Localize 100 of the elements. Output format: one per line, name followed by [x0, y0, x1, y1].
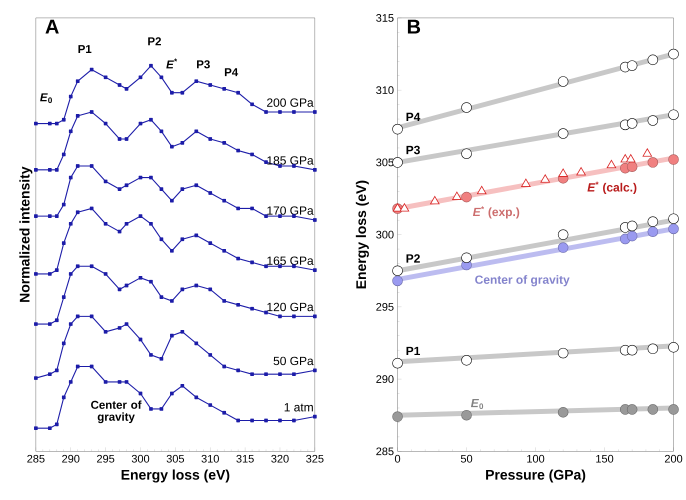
- x-tick-label: 290: [62, 454, 80, 463]
- point: [313, 268, 317, 272]
- point: [118, 230, 122, 234]
- point: [392, 276, 403, 286]
- point: [250, 418, 254, 422]
- point: [236, 256, 240, 260]
- point: [104, 222, 108, 226]
- point: [124, 380, 128, 384]
- point: [62, 395, 66, 400]
- point: [180, 140, 184, 145]
- x-tick-label: 200: [664, 454, 682, 463]
- point: [250, 206, 254, 210]
- point: [48, 122, 52, 126]
- point: [180, 330, 184, 334]
- y-tick-label: 295: [376, 302, 394, 311]
- point: [208, 353, 212, 357]
- point: [138, 276, 142, 280]
- point: [626, 344, 638, 356]
- point: [222, 248, 226, 253]
- point: [558, 406, 568, 418]
- point: [642, 148, 652, 157]
- annotation: P3: [197, 60, 210, 68]
- point: [170, 299, 174, 303]
- point: [250, 152, 254, 156]
- point: [170, 90, 174, 94]
- point: [170, 144, 174, 148]
- point: [452, 192, 462, 200]
- x-tick-label: 50: [460, 454, 472, 463]
- x-axis-title: Pressure (GPa): [486, 469, 586, 482]
- series-label: 170 GPa: [267, 206, 314, 215]
- x-tick-label: 300: [132, 454, 150, 463]
- point: [540, 174, 550, 183]
- point: [576, 167, 586, 176]
- point: [138, 392, 142, 396]
- series-label: 185 GPa: [267, 156, 314, 165]
- point: [118, 187, 122, 191]
- point: [558, 168, 568, 177]
- point: [170, 248, 174, 253]
- point: [68, 222, 73, 226]
- point: [558, 348, 568, 358]
- series-label: 1 atm: [284, 403, 313, 412]
- point: [461, 192, 472, 202]
- point: [170, 198, 174, 202]
- series-label: 120 GPa: [267, 302, 314, 312]
- point: [222, 86, 226, 91]
- point: [313, 368, 317, 372]
- point: [104, 122, 108, 126]
- point: [222, 364, 226, 368]
- point: [194, 284, 198, 288]
- series-label: 165 GPa: [267, 256, 314, 265]
- point: [208, 137, 212, 141]
- point: [648, 226, 658, 237]
- chart-title: A: [45, 20, 59, 34]
- point: [194, 395, 198, 400]
- point: [461, 410, 472, 420]
- point: [292, 372, 296, 376]
- point: [118, 83, 122, 87]
- series-label: Center of gravity: [475, 275, 570, 286]
- point: [194, 79, 198, 83]
- series-label: 200 GPa: [267, 98, 314, 107]
- point: [278, 372, 282, 376]
- point: [160, 129, 164, 134]
- point: [48, 372, 52, 376]
- x-tick-label: 310: [202, 454, 219, 463]
- point: [264, 310, 268, 314]
- point: [160, 75, 164, 80]
- point: [138, 122, 142, 126]
- point: [160, 406, 164, 411]
- point: [124, 284, 128, 288]
- series-label: 50 GPa: [274, 356, 314, 366]
- point: [626, 60, 638, 71]
- point: [160, 295, 164, 299]
- point: [68, 272, 73, 276]
- point: [90, 68, 94, 72]
- point: [124, 222, 128, 226]
- point: [194, 233, 198, 238]
- point: [149, 353, 153, 357]
- point: [222, 140, 226, 145]
- point: [160, 237, 164, 242]
- point: [626, 230, 638, 242]
- series-label: P3: [406, 146, 420, 154]
- point: [236, 418, 240, 422]
- point: [313, 110, 317, 114]
- point: [264, 214, 268, 218]
- point: [124, 183, 128, 188]
- x-tick-label: 315: [236, 454, 254, 463]
- point: [626, 161, 638, 172]
- point: [264, 372, 268, 376]
- x-tick-label: 285: [27, 454, 45, 463]
- series-label: P4: [406, 112, 420, 121]
- point: [236, 302, 240, 307]
- point: [278, 110, 282, 114]
- point: [194, 183, 198, 188]
- point: [236, 90, 240, 94]
- x-tick-label: 100: [527, 454, 544, 463]
- point: [278, 314, 282, 318]
- point: [124, 86, 128, 91]
- x-tick-label: 305: [166, 454, 184, 463]
- x-tick-label: 0: [394, 454, 400, 463]
- point: [648, 216, 658, 227]
